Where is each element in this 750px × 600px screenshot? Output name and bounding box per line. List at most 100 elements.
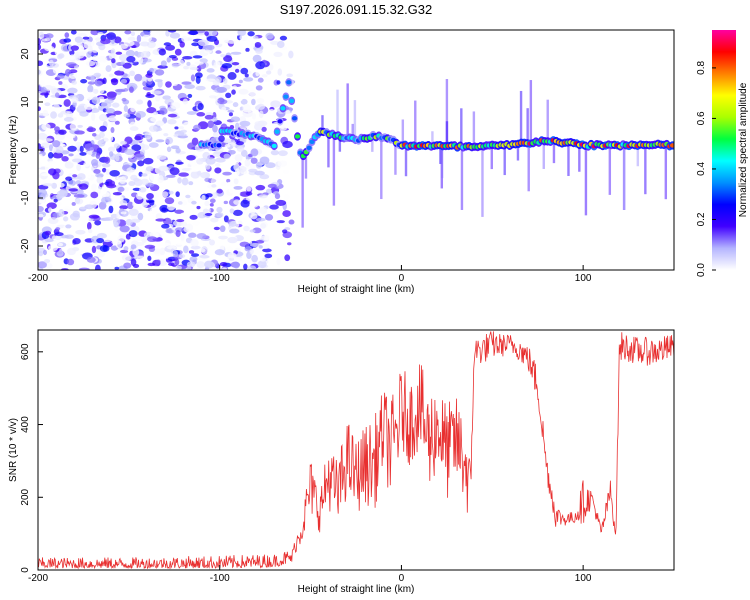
spectrogram-noise-cell xyxy=(155,218,166,222)
spectrogram-noise-cell xyxy=(223,153,231,160)
spectrogram-noise-cell xyxy=(106,201,118,206)
spectrogram-noise-cell xyxy=(121,171,131,176)
spectrogram-noise-cell xyxy=(217,99,228,105)
spectrogram-noise-cell xyxy=(178,172,189,177)
spectrogram-noise-cell xyxy=(91,183,97,192)
spectrogram-noise-cell xyxy=(54,145,64,154)
colorbar-tick-label: 0.6 xyxy=(696,111,707,125)
spectrogram-noise-cell xyxy=(256,103,265,110)
spectrogram-noise-cell xyxy=(85,60,96,67)
spectrogram-noise-cell xyxy=(274,193,281,200)
spectrogram-noise-cell xyxy=(101,237,113,243)
spectrogram-noise-cell xyxy=(75,229,86,235)
spectrogram-noise-cell xyxy=(177,201,183,205)
spectrogram-noise-cell xyxy=(134,73,143,82)
spectrogram-noise-cell xyxy=(186,261,196,268)
spectrogram-noise-cell xyxy=(133,177,140,182)
spectrogram-noise-cell xyxy=(152,103,161,109)
spectrogram-noise-cell xyxy=(165,228,173,234)
spectrogram-noise-cell xyxy=(43,258,51,264)
spectrogram-noise-cell xyxy=(181,35,188,43)
spectrogram-noise-cell xyxy=(63,117,74,122)
spectrogram-noise-cell xyxy=(151,90,162,95)
spectrogram-noise-cell xyxy=(240,109,252,113)
spectrogram-noise-cell xyxy=(282,229,288,234)
spectrogram-noise-cell xyxy=(204,212,213,216)
spectrogram-noise-cell xyxy=(80,78,88,84)
spectrogram-noise-cell xyxy=(239,175,248,179)
spectrogram-noise-cell xyxy=(264,214,274,221)
spectrogram-noise-cell xyxy=(145,166,154,172)
spectrogram-noise-cell xyxy=(172,250,179,258)
spectrogram-smear xyxy=(519,90,523,144)
spectrogram-noise-cell xyxy=(228,221,237,227)
spectrogram-noise-cell xyxy=(118,67,126,72)
spectrogram-noise-cell xyxy=(219,262,228,267)
spectrogram-noise-cell xyxy=(128,92,134,97)
colorbar-label: Normalized spectral amplitude xyxy=(738,82,749,217)
spectrogram-noise-cell xyxy=(165,136,174,145)
spectrogram-smear xyxy=(529,80,533,143)
spectrogram-noise-cell xyxy=(256,97,265,104)
spectrogram-noise-cell xyxy=(95,173,104,178)
spectrogram-noise-cell xyxy=(108,73,114,78)
spectrogram-noise-cell xyxy=(287,242,292,246)
spectrogram-noise-cell xyxy=(130,218,141,223)
spectrogram-noise-cell xyxy=(233,199,241,205)
spectrogram-noise-cell xyxy=(228,187,235,194)
snr-x-tick-label: 0 xyxy=(399,573,405,584)
spectrogram-noise-cell xyxy=(38,189,48,197)
spectrogram-noise-cell xyxy=(52,152,64,159)
spectrogram-noise-cell xyxy=(105,169,110,176)
spectrogram-noise-cell xyxy=(279,35,288,41)
spectrogram-noise-cell xyxy=(67,87,78,94)
spectrogram-noise-cell xyxy=(142,202,148,208)
spectrogram-noise-cell xyxy=(38,161,42,169)
spectrogram-noise-cell xyxy=(129,126,139,131)
spectrogram-noise-cell xyxy=(249,248,254,255)
spectrogram-noise-cell xyxy=(159,242,171,247)
spectrogram-noise-cell xyxy=(236,191,241,197)
snr-panel: -200 -100 0 100 0 200 400 600 Height of straig… xyxy=(8,329,675,595)
spectrogram-noise-cell xyxy=(267,183,277,189)
spectrogram-noise-cell xyxy=(56,190,68,198)
spectrogram-noise-cell xyxy=(86,256,96,263)
spectrogram-noise-cell xyxy=(64,161,74,169)
spectrogram-noise-cell xyxy=(215,228,222,236)
spectrogram-x-tick-label: -200 xyxy=(28,273,48,284)
spectrogram-noise-cell xyxy=(123,262,132,269)
spectrogram-noise-cell xyxy=(83,67,93,75)
spectrogram-noise-cell xyxy=(235,141,244,146)
spectrogram-noise-cell xyxy=(140,178,149,185)
spectrogram-noise-cell xyxy=(215,50,222,54)
spectrogram-noise-cell xyxy=(167,262,175,267)
spectrogram-noise-cell xyxy=(202,208,209,214)
spectrogram-noise-cell xyxy=(141,173,148,177)
spectrogram-noise-cell xyxy=(257,260,267,269)
spectrogram-noise-cell xyxy=(232,261,240,269)
spectrogram-noise-cell xyxy=(258,110,264,119)
spectrogram-noise-cell xyxy=(105,108,115,114)
spectrogram-noise-cell xyxy=(40,142,51,149)
spectrogram-noise-cell xyxy=(132,187,142,191)
spectrogram-noise-cell xyxy=(188,250,195,254)
spectrogram-noise-cell xyxy=(93,72,102,78)
spectrogram-noise-cell xyxy=(206,68,215,73)
spectrogram-band-cell xyxy=(271,143,277,149)
spectrogram-noise-cell xyxy=(237,165,247,173)
spectrogram-noise-cell xyxy=(226,178,231,183)
colorbar-ticks: 0.0 0.2 0.4 0.6 0.8 xyxy=(696,61,716,277)
spectrogram-noise-cell xyxy=(213,226,220,231)
spectrogram-noise-cell xyxy=(88,214,100,219)
spectrogram-smear xyxy=(431,131,434,147)
spectrogram-noise-layer xyxy=(38,30,296,270)
spectrogram-noise-cell xyxy=(193,124,201,131)
spectrogram-noise-cell xyxy=(77,32,87,37)
spectrogram-noise-cell xyxy=(120,61,126,65)
spectrogram-noise-cell xyxy=(121,254,132,262)
spectrogram-noise-cell xyxy=(282,169,290,174)
spectrogram-noise-cell xyxy=(195,85,206,91)
spectrogram-noise-cell xyxy=(48,207,53,213)
spectrogram-noise-cell xyxy=(81,221,87,228)
